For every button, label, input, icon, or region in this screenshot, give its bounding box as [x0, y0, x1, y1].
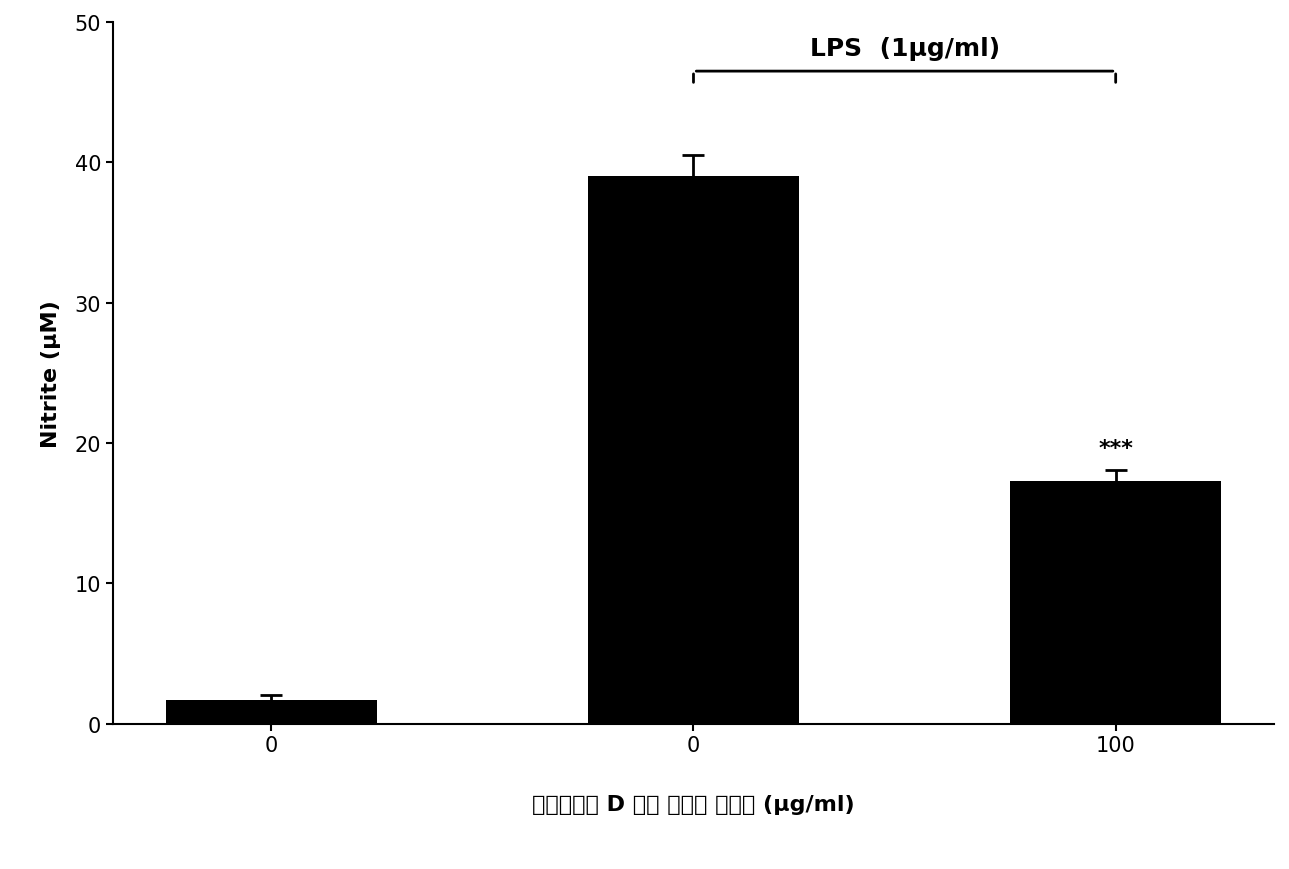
Text: LPS  (1μg/ml): LPS (1μg/ml): [809, 36, 1000, 61]
Text: ***: ***: [1098, 439, 1133, 459]
Bar: [1011, 481, 1221, 724]
Y-axis label: Nitrite (μM): Nitrite (μM): [41, 300, 61, 448]
X-axis label: 폴라티코틴 D 함유 도라지 추출물 (μg/ml): 폴라티코틴 D 함유 도라지 추출물 (μg/ml): [532, 793, 855, 813]
Bar: [166, 700, 376, 724]
Bar: [588, 177, 799, 724]
